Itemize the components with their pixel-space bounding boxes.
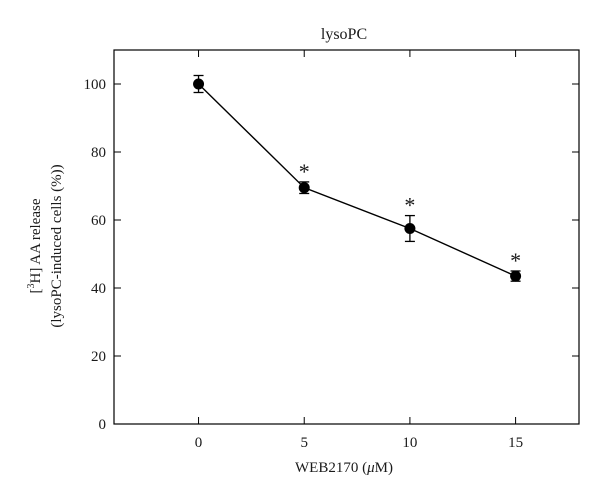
chart-title: lysoPC	[321, 26, 367, 43]
y-axis-label-line2: (lysoPC-induced cells (%))	[49, 164, 65, 327]
y-axis-label: [3H] AA release (lysoPC-induced cells (%…	[26, 164, 65, 327]
y-axis-label-bracket: [	[28, 288, 44, 293]
y-axis: 0 20 40 60 80 100	[84, 77, 579, 433]
x-axis-label-prefix: WEB2170 (	[295, 460, 367, 476]
data-point	[298, 182, 310, 194]
significance-marker: *	[510, 248, 521, 273]
data-point	[193, 78, 205, 90]
y-axis-label-rest: H] AA release	[28, 198, 44, 283]
y-axis-label-superscript: 3	[26, 283, 37, 288]
series-line	[198, 83, 516, 277]
x-tick-label: 15	[508, 435, 523, 451]
y-tick-label: 20	[91, 349, 106, 365]
x-tick-label: 0	[195, 435, 203, 451]
series-layer: * * *	[193, 74, 522, 282]
y-tick-label: 40	[91, 281, 106, 297]
y-axis-label-line1: [3H] AA release	[26, 198, 44, 293]
x-tick-label: 5	[300, 435, 308, 451]
y-tick-label: 0	[99, 417, 107, 433]
data-point	[404, 223, 416, 234]
x-axis: 0 5 10 15	[195, 50, 523, 451]
y-tick-label: 80	[91, 145, 106, 161]
plot-frame	[113, 49, 580, 425]
plot-area	[113, 49, 580, 425]
x-tick-label: 10	[402, 435, 417, 451]
y-tick-label: 100	[84, 77, 107, 93]
y-tick-label: 60	[91, 213, 106, 229]
x-axis-label-mu: μ	[366, 460, 375, 476]
data-point	[510, 270, 522, 282]
significance-marker: *	[299, 159, 310, 184]
x-axis-label: WEB2170 (μM)	[295, 460, 393, 476]
x-axis-label-unit: M)	[375, 460, 393, 476]
significance-marker: *	[404, 193, 415, 218]
